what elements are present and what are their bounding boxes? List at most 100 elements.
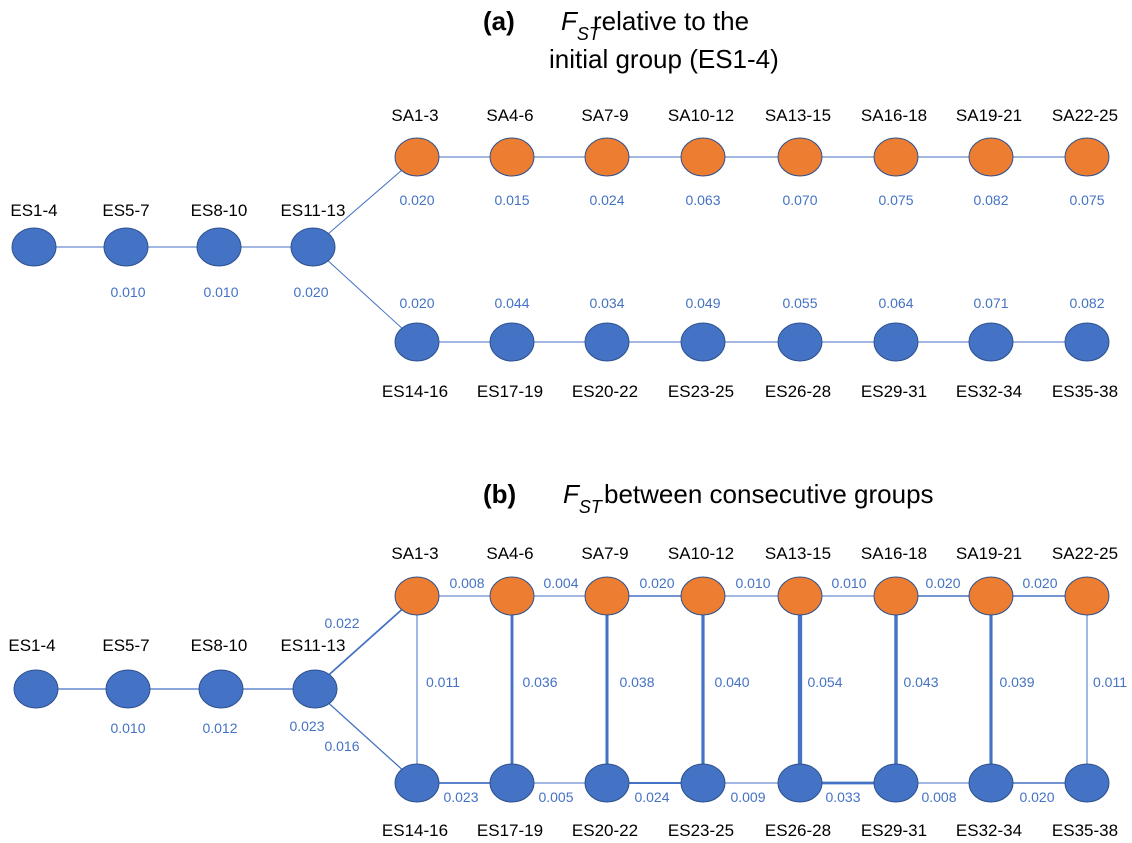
es-chain-node-label: ES5-7 <box>102 201 149 220</box>
sa-fst-value: 0.075 <box>1069 192 1104 208</box>
sa-edge-fst-value: 0.020 <box>1022 575 1057 591</box>
es-node-label: ES32-34 <box>956 382 1022 401</box>
branch-edge-es <box>312 246 418 343</box>
sa-edge-fst-value: 0.020 <box>925 575 960 591</box>
es-chain-node-label: ES8-10 <box>191 201 248 220</box>
es-node-label: ES17-19 <box>477 382 543 401</box>
branch-edge-es <box>312 688 418 784</box>
es-chain-node <box>290 227 336 267</box>
vertical-fst-value: 0.011 <box>1093 674 1127 690</box>
sa-node-label: SA10-12 <box>668 106 734 125</box>
es-chain-fst-value: 0.020 <box>293 284 328 300</box>
es-node-label: ES14-16 <box>382 382 448 401</box>
sa-node-label: SA10-12 <box>668 544 734 563</box>
es-node <box>777 763 823 803</box>
es-node-label: ES23-25 <box>668 382 734 401</box>
sa-node <box>680 576 726 616</box>
branch-edge-sa <box>312 595 418 690</box>
chain-fst-value: 0.012 <box>202 720 237 736</box>
sa-node <box>1064 576 1110 616</box>
sa-node-label: SA13-15 <box>765 106 831 125</box>
sa-edge-fst-value: 0.010 <box>735 575 770 591</box>
panel-a-title-line2: initial group (ES1-4) <box>549 44 779 74</box>
es-edge-fst-value: 0.024 <box>634 789 669 805</box>
sa-node-label: SA4-6 <box>486 106 533 125</box>
es-node-label: ES20-22 <box>572 382 638 401</box>
es-chain-node <box>292 669 338 709</box>
sa-node <box>968 137 1014 177</box>
sa-node-label: SA4-6 <box>486 544 533 563</box>
panel-b-network: ES1-4 ES5-7 ES8-10 ES11-13 SA1-3 SA4-6 SA7-9 SA… <box>8 544 1127 840</box>
sa-node-label: SA19-21 <box>956 106 1022 125</box>
es-node-label: ES35-38 <box>1052 821 1118 840</box>
es-node <box>489 763 535 803</box>
es-chain-node-label: ES1-4 <box>10 201 57 220</box>
panel-b-title-line1: between consecutive groups <box>604 479 934 509</box>
es-chain-node <box>196 227 242 267</box>
chain-fst-value: 0.010 <box>110 720 145 736</box>
es-node <box>584 322 630 362</box>
es-edge-fst-value: 0.033 <box>825 789 860 805</box>
es-node-label: ES26-28 <box>765 821 831 840</box>
es-node <box>873 322 919 362</box>
panel-a-title-line1: relative to the <box>593 6 749 36</box>
panel-a-network: ES1-4 ES5-7 0.010 ES8-10 0.010 ES11-13 0.020 SA… <box>10 106 1118 401</box>
sa-node-label: SA16-18 <box>861 106 927 125</box>
sa-fst-value: 0.015 <box>494 192 529 208</box>
es-chain-node-label: ES11-13 <box>281 636 346 655</box>
es-chain-node-label: ES8-10 <box>191 636 248 655</box>
es-fst-value: 0.034 <box>589 295 624 311</box>
es-fst-value: 0.071 <box>973 295 1008 311</box>
es-chain-node <box>13 669 59 709</box>
branch-fst-value-es: 0.016 <box>324 738 359 754</box>
es-node-label: ES20-22 <box>572 821 638 840</box>
sa-node <box>680 137 726 177</box>
es-node <box>968 763 1014 803</box>
sa-edge-fst-value: 0.010 <box>831 575 866 591</box>
es-node <box>680 763 726 803</box>
es-node-label: ES29-31 <box>861 821 927 840</box>
es-chain-node <box>11 227 57 267</box>
es-chain-node <box>198 669 244 709</box>
es-edge-fst-value: 0.008 <box>921 789 956 805</box>
es-fst-value: 0.082 <box>1069 295 1104 311</box>
es-fst-value: 0.020 <box>399 295 434 311</box>
es-edge-fst-value: 0.020 <box>1019 789 1054 805</box>
sa-node-label: SA22-25 <box>1052 106 1118 125</box>
es-chain-node-label: ES11-13 <box>281 201 346 220</box>
sa-node-label: SA19-21 <box>956 544 1022 563</box>
es-chain-fst-value: 0.010 <box>110 284 145 300</box>
es-node <box>1064 763 1110 803</box>
sa-fst-value: 0.070 <box>782 192 817 208</box>
panel-b-tag: (b) <box>483 479 516 509</box>
vertical-fst-value: 0.011 <box>426 674 460 690</box>
es-node-label: ES35-38 <box>1052 382 1118 401</box>
es-fst-value: 0.049 <box>685 295 720 311</box>
sa-node-label: SA1-3 <box>391 544 438 563</box>
es-edge-fst-value: 0.009 <box>730 789 765 805</box>
sa-fst-value: 0.020 <box>399 192 434 208</box>
sa-fst-value: 0.024 <box>589 192 624 208</box>
sa-node-label: SA1-3 <box>391 106 438 125</box>
branch-fst-value-sa: 0.022 <box>324 615 359 631</box>
es-node-label: ES17-19 <box>477 821 543 840</box>
es-chain-node-label: ES5-7 <box>102 636 149 655</box>
panel-a-title: (a) FST relative to the initial group (E… <box>483 6 779 74</box>
vertical-fst-value: 0.054 <box>807 674 842 690</box>
es-node <box>584 763 630 803</box>
sa-fst-value: 0.075 <box>878 192 913 208</box>
sa-edge-fst-value: 0.004 <box>543 575 578 591</box>
sa-node <box>584 576 630 616</box>
sa-node <box>968 576 1014 616</box>
branch-edge-sa <box>312 156 418 248</box>
vertical-fst-value: 0.043 <box>903 674 938 690</box>
sa-node <box>1064 137 1110 177</box>
panel-b-fst-symbol: FST <box>563 479 604 517</box>
sa-node-label: SA22-25 <box>1052 544 1118 563</box>
es-chain-node-label: ES1-4 <box>8 636 55 655</box>
es-node-label: ES26-28 <box>765 382 831 401</box>
panel-a-tag: (a) <box>483 6 515 36</box>
es-chain-fst-value: 0.010 <box>203 284 238 300</box>
es-fst-value: 0.064 <box>878 295 913 311</box>
sa-node-label: SA7-9 <box>581 544 628 563</box>
